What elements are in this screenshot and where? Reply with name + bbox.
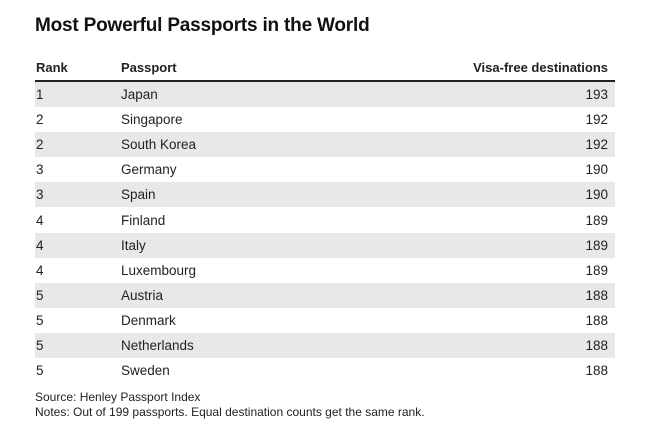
destinations-cell: 188 <box>585 312 608 328</box>
passport-cell: Japan <box>121 81 421 108</box>
table-row: 4 Finland 189 <box>35 207 615 232</box>
destinations-cell: 190 <box>421 182 615 208</box>
passport-cell: Finland <box>121 212 166 228</box>
column-header-destinations: Visa-free destinations <box>421 55 615 82</box>
destinations-cell: 188 <box>421 282 615 308</box>
rank-cell: 5 <box>35 282 121 308</box>
column-header-rank: Rank <box>35 55 121 82</box>
table-row: 2 Singapore 192 <box>35 107 615 132</box>
table-row: 3 Spain 190 <box>35 182 615 208</box>
table-row: 4 Luxembourg 189 <box>35 258 615 283</box>
rank-cell: 3 <box>36 162 44 178</box>
destinations-cell: 188 <box>421 332 615 359</box>
passport-cell: Singapore <box>121 112 183 128</box>
passport-cell: Sweden <box>121 363 170 379</box>
rank-cell: 5 <box>36 363 44 379</box>
passport-cell: Spain <box>121 182 421 208</box>
chart-title: Most Powerful Passports in the World <box>35 15 370 36</box>
rank-cell: 5 <box>36 312 44 328</box>
destinations-cell: 192 <box>585 112 608 128</box>
rank-cell: 2 <box>36 112 44 128</box>
passport-cell: Germany <box>121 162 177 178</box>
passport-cell: Luxembourg <box>121 262 197 278</box>
destinations-cell: 192 <box>421 132 615 158</box>
column-header-passport: Passport <box>121 55 421 82</box>
destinations-cell: 188 <box>585 363 608 379</box>
table-row: 3 Germany 190 <box>35 157 615 182</box>
passport-cell: Austria <box>121 282 421 308</box>
table-row: 5 Netherlands 188 <box>35 332 615 359</box>
footnotes: Source: Henley Passport Index Notes: Out… <box>35 390 425 420</box>
passport-cell: Netherlands <box>121 332 421 359</box>
rank-cell: 3 <box>35 182 121 208</box>
destinations-cell: 189 <box>585 212 608 228</box>
passport-cell: Denmark <box>121 312 176 328</box>
table-row: 4 Italy 189 <box>35 232 615 258</box>
rank-cell: 4 <box>36 262 44 278</box>
passport-cell: South Korea <box>121 132 421 158</box>
table-row: 5 Denmark 188 <box>35 308 615 333</box>
rank-cell: 2 <box>35 132 121 158</box>
destinations-cell: 193 <box>421 81 615 108</box>
rank-cell: 5 <box>35 332 121 359</box>
table-row: 5 Austria 188 <box>35 282 615 308</box>
table-row: 2 South Korea 192 <box>35 132 615 158</box>
passport-table: Rank Passport Visa-free destinations 1 J… <box>35 55 615 383</box>
rank-cell: 4 <box>35 232 121 258</box>
destinations-cell: 189 <box>585 262 608 278</box>
destinations-cell: 190 <box>585 162 608 178</box>
table-row: 5 Sweden 188 <box>35 358 615 383</box>
source-note: Source: Henley Passport Index <box>35 390 201 404</box>
notes-text: Notes: Out of 199 passports. Equal desti… <box>35 405 425 419</box>
rank-cell: 1 <box>35 81 121 108</box>
header-row: Rank Passport Visa-free destinations <box>35 55 615 82</box>
rank-cell: 4 <box>36 212 44 228</box>
destinations-cell: 189 <box>421 232 615 258</box>
table-row: 1 Japan 193 <box>35 81 615 108</box>
passport-cell: Italy <box>121 232 421 258</box>
